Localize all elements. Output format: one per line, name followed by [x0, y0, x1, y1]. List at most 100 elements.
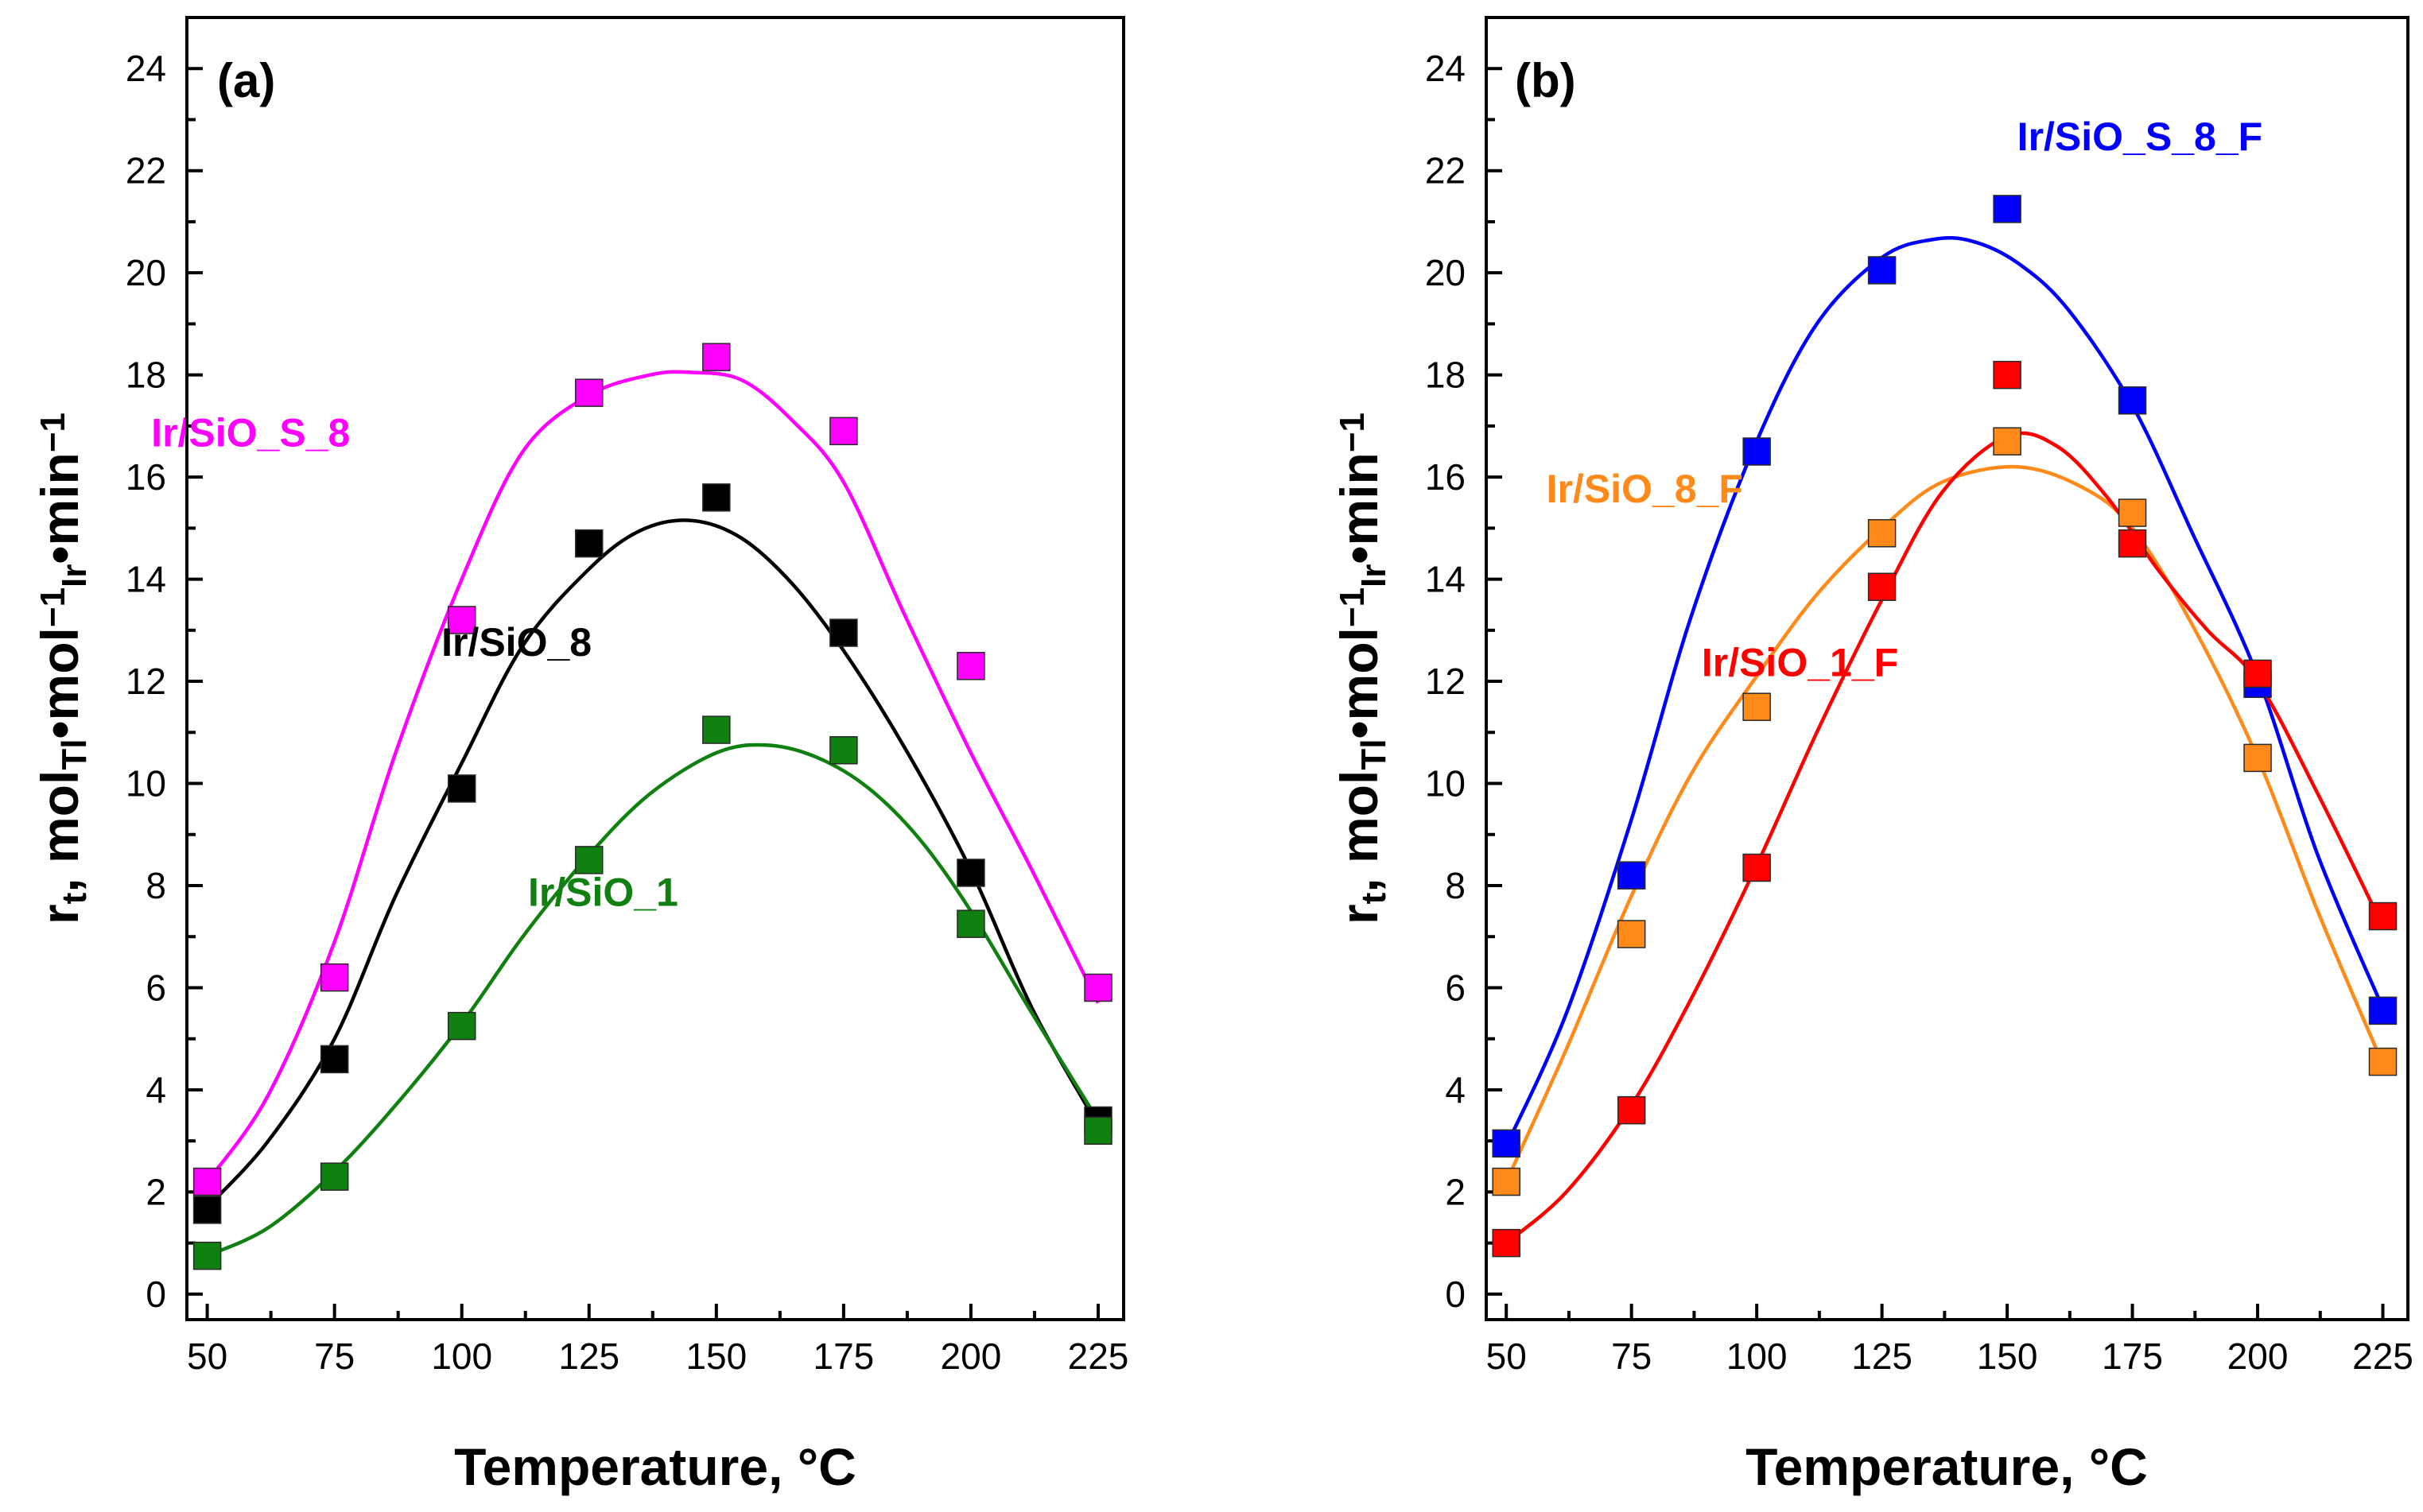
panel-b-x-axis-title: Temperature, °C: [1745, 1437, 2148, 1496]
data-point-ir-sio-s-8: [320, 963, 349, 992]
data-point-ir-sio-1: [829, 736, 858, 765]
x-tick-label: 175: [2102, 1336, 2163, 1377]
panel-a-x-axis-title: Temperature, °C: [454, 1437, 856, 1496]
data-point-ir-sio-s-8: [702, 343, 731, 371]
data-point-ir-sio-s-8: [829, 417, 858, 446]
data-point-ir-sio-s-8-f: [1867, 256, 1897, 285]
y-tick-label: 6: [146, 967, 166, 1008]
data-point-ir-sio-1-f: [1492, 1228, 1520, 1258]
data-point-ir-sio-s-8-f: [2118, 386, 2147, 415]
data-point-ir-sio-1-f: [1617, 1095, 1646, 1125]
panel-b-label: (b): [1515, 54, 1576, 107]
y-tick-label: 16: [1425, 456, 1466, 498]
series-label-ir-sio-8: Ir/SiO_8: [441, 620, 592, 665]
x-tick-label: 225: [1068, 1336, 1129, 1377]
data-point-ir-sio-s-8: [1084, 973, 1112, 1002]
y-tick-label: 24: [1425, 48, 1466, 89]
data-point-ir-sio-8: [829, 618, 858, 647]
y-tick-label: 16: [126, 456, 166, 498]
panel-b-markers: Ir/SiO_S_8_F Ir/SiO_8_F Ir/SiO_1_F: [1492, 114, 2398, 1258]
data-point-ir-sio-s-8: [447, 606, 476, 634]
y-tick-label: 14: [126, 559, 166, 600]
x-tick-label: 200: [941, 1336, 1002, 1377]
data-point-ir-sio-8-f: [2368, 1047, 2398, 1076]
y-tick-label: 2: [1445, 1171, 1466, 1212]
y-tick-label: 10: [1425, 763, 1466, 804]
data-point-ir-sio-s-8-f: [1492, 1129, 1520, 1158]
data-point-ir-sio-s-8: [575, 378, 604, 407]
y-tick-label: 0: [146, 1274, 166, 1315]
x-tick-label: 150: [685, 1336, 747, 1377]
data-point-ir-sio-1: [1084, 1116, 1112, 1146]
series-label-ir-sio-s-8-f: Ir/SiO_S_8_F: [2017, 114, 2263, 159]
y-tick-label: 4: [146, 1069, 166, 1111]
data-point-ir-sio-1-f: [2368, 901, 2398, 931]
data-point-ir-sio-s-8-f: [1993, 195, 2021, 223]
y-tick-label: 2: [146, 1171, 166, 1212]
fit-curve-ir-sio-s-8: [205, 370, 1101, 1183]
data-point-ir-sio-1-f: [2118, 529, 2147, 558]
data-point-ir-sio-8-f: [1492, 1167, 1520, 1196]
data-point-ir-sio-1: [447, 1011, 476, 1041]
data-point-ir-sio-8-f: [1867, 519, 1897, 548]
x-tick-label: 200: [2227, 1336, 2289, 1377]
x-tick-label: 100: [1726, 1336, 1788, 1377]
data-point-ir-sio-8: [575, 529, 604, 558]
data-point-ir-sio-1-f: [2243, 659, 2272, 688]
x-tick-label: 125: [1851, 1336, 1912, 1377]
panel-a-markers: Ir/SiO_S_8 Ir/SiO_8 Ir/SiO_1: [151, 343, 1112, 1270]
panel-a-ticks: 50 75 100 125 150 175 200 225024681012141618202…: [126, 48, 1129, 1377]
x-tick-label: 50: [1486, 1336, 1527, 1377]
x-tick-label: 175: [813, 1336, 875, 1377]
data-point-ir-sio-1: [957, 909, 985, 938]
y-tick-label: 20: [1425, 252, 1466, 293]
x-tick-label: 150: [1977, 1336, 2038, 1377]
series-label-ir-sio-1-f: Ir/SiO_1_F: [1702, 641, 1898, 685]
x-tick-label: 75: [1611, 1336, 1652, 1377]
panel-a-label: (a): [217, 54, 275, 107]
data-point-ir-sio-1-f: [1993, 360, 2021, 390]
data-point-ir-sio-1-f: [1867, 572, 1897, 601]
panel-b-ticks: 50 75 100 125 150 175 200 225024681012141618202…: [1425, 48, 2413, 1377]
y-tick-label: 18: [1425, 355, 1466, 396]
panel-a-fit-curves: [205, 370, 1101, 1258]
y-tick-label: 20: [126, 252, 166, 293]
data-point-ir-sio-s-8-f: [1742, 437, 1771, 466]
y-tick-label: 14: [1425, 559, 1466, 600]
y-tick-label: 12: [1425, 661, 1466, 702]
y-tick-label: 12: [126, 661, 166, 702]
series-label-ir-sio-1: Ir/SiO_1: [528, 870, 678, 915]
data-point-ir-sio-8: [957, 859, 985, 887]
data-point-ir-sio-1: [575, 846, 604, 874]
fit-curve-ir-sio-8: [205, 518, 1100, 1209]
x-tick-label: 225: [2352, 1336, 2413, 1377]
fit-curve-ir-sio-s-8-f: [1505, 235, 2385, 1147]
data-point-ir-sio-s-8-f: [1617, 861, 1646, 890]
y-tick-label: 24: [126, 48, 166, 89]
data-point-ir-sio-1: [192, 1241, 222, 1270]
data-point-ir-sio-1: [320, 1162, 349, 1191]
data-point-ir-sio-s-8-f: [2368, 996, 2398, 1025]
data-point-ir-sio-8-f: [1993, 427, 2021, 456]
y-tick-label: 22: [126, 150, 166, 192]
y-tick-label: 18: [126, 355, 166, 396]
x-tick-label: 75: [314, 1336, 355, 1377]
x-tick-label: 100: [431, 1336, 492, 1377]
series-label-ir-sio-s-8: Ir/SiO_S_8: [151, 411, 350, 456]
data-point-ir-sio-8: [192, 1196, 222, 1224]
y-tick-label: 0: [1445, 1274, 1466, 1315]
panel-a-plot-frame: [185, 16, 1125, 1321]
series-label-ir-sio-8-f: Ir/SiO_8_F: [1547, 467, 1743, 511]
fit-curve-ir-sio-1: [206, 742, 1100, 1258]
y-tick-label: 8: [146, 865, 166, 906]
data-point-ir-sio-1: [702, 715, 731, 744]
data-point-ir-sio-1-f: [1742, 853, 1771, 882]
y-tick-label: 22: [1425, 150, 1466, 192]
panel-b-plot-frame: [1485, 16, 2409, 1321]
x-tick-label: 50: [187, 1336, 227, 1377]
panel-a-y-axis-title: rt, molTl•mol−1Ir•min−1: [30, 413, 94, 925]
panel-b-y-axis-title: rt, molTl•mol−1Ir•min−1: [1330, 413, 1393, 925]
data-point-ir-sio-8: [702, 483, 731, 512]
data-point-ir-sio-8: [320, 1045, 349, 1074]
